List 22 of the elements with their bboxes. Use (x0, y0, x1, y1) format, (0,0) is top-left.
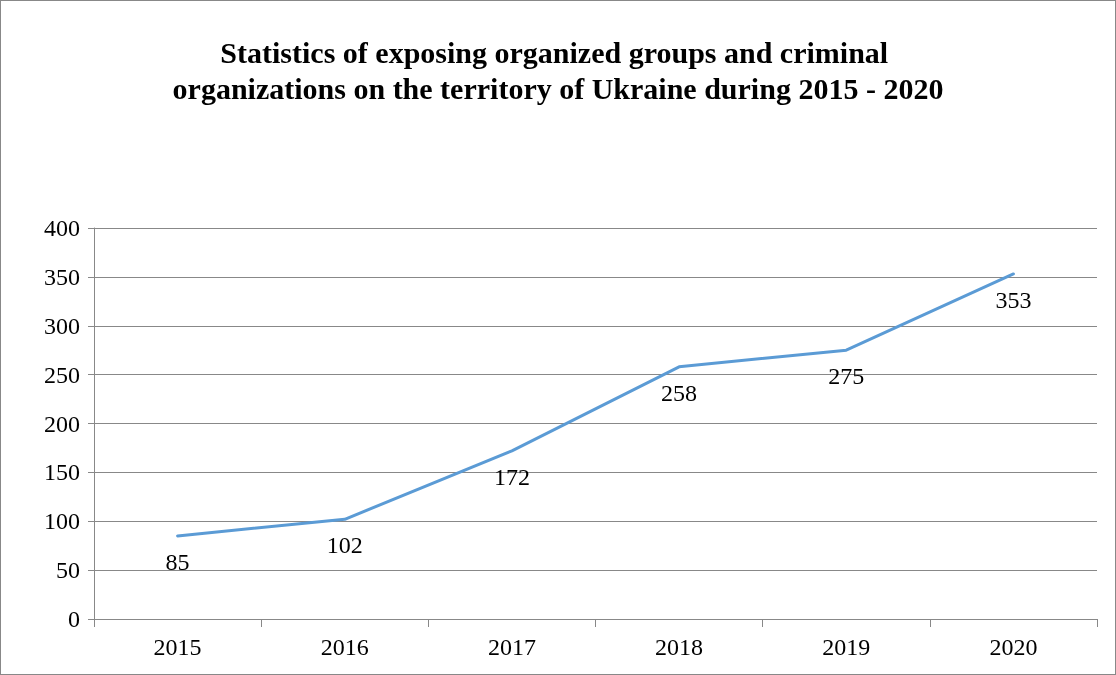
data-label: 353 (995, 286, 1032, 313)
y-tick-label: 50 (56, 557, 80, 584)
x-tick-label: 2018 (655, 634, 704, 660)
y-tick-label: 0 (68, 606, 80, 632)
data-label: 172 (493, 463, 530, 490)
x-tick-label: 2015 (153, 634, 202, 660)
data-label: 85 (165, 548, 190, 575)
y-tick-label: 150 (44, 459, 80, 486)
y-tick-label: 350 (44, 263, 80, 290)
data-label: 258 (661, 379, 698, 406)
y-tick-label: 250 (44, 361, 80, 388)
y-tick-label: 400 (44, 215, 80, 241)
x-tick-label: 2017 (487, 634, 536, 660)
data-label: 102 (326, 532, 363, 559)
chart-title: Statistics of exposing organized groups and criminal organizations on the territory of Ukraine during 2015 - 2020 (172, 35, 944, 105)
x-tick-label: 2019 (822, 634, 871, 660)
data-label: 275 (828, 363, 865, 390)
x-tick-label: 2020 (989, 634, 1038, 660)
y-tick-label: 200 (44, 410, 80, 437)
y-tick-label: 100 (44, 508, 80, 535)
x-tick-label: 2016 (320, 634, 369, 660)
y-tick-label: 300 (44, 312, 80, 339)
